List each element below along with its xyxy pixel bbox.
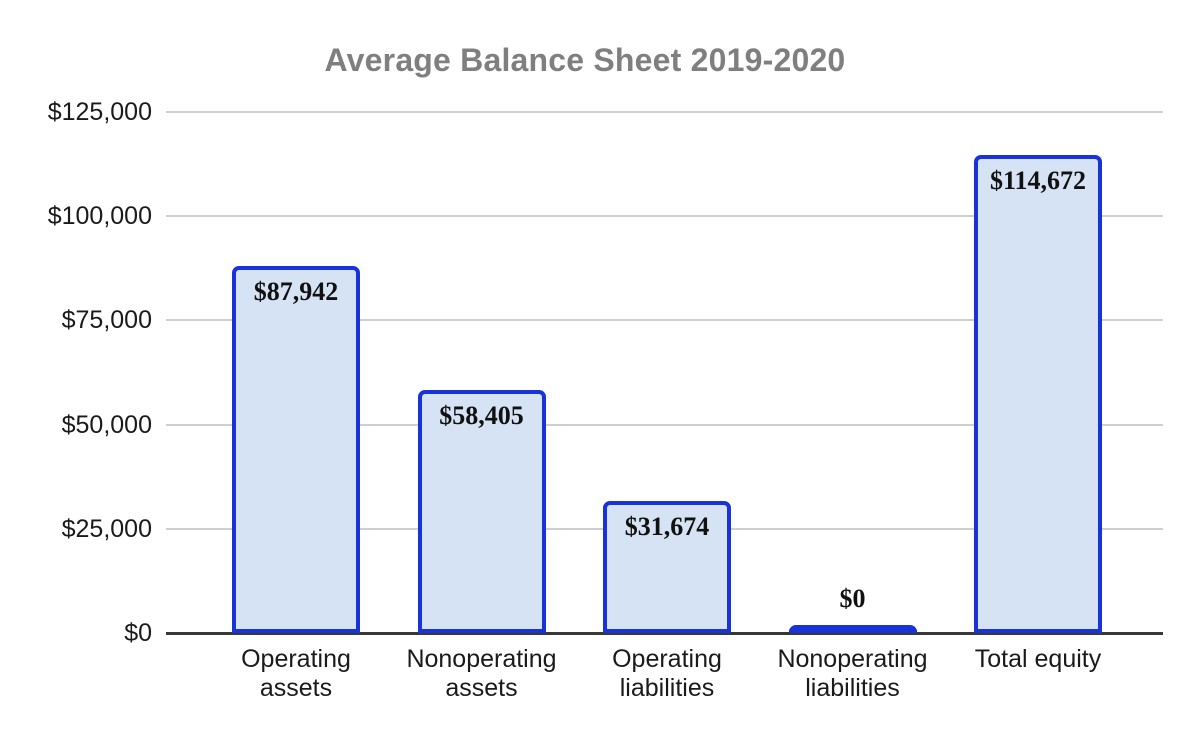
gridline	[166, 423, 1163, 426]
bar-value-label: $114,672	[989, 166, 1087, 196]
bar-operating-assets[interactable]	[232, 266, 360, 633]
y-axis-tick-label: $50,000	[61, 410, 152, 439]
chart-title: Average Balance Sheet 2019-2020	[324, 42, 846, 78]
y-axis-tick-label: $75,000	[61, 306, 152, 335]
bar-operating-liabilities[interactable]	[603, 500, 731, 633]
y-axis-tick-label: $0	[124, 619, 152, 647]
bar-value-label: $31,674	[624, 511, 710, 541]
bar-value-label: $58,405	[439, 400, 524, 430]
y-axis-tick-label: $25,000	[61, 514, 152, 543]
x-axis-category-label: Operating liabilities	[612, 645, 722, 702]
x-axis-category-label: Nonoperating assets	[406, 645, 557, 702]
bar-nonoperating-assets[interactable]	[417, 389, 546, 633]
x-axis-category-label: Total equity	[974, 645, 1102, 673]
x-axis-line	[166, 632, 1163, 635]
gridline	[166, 319, 1163, 322]
y-axis-tick-label: $125,000	[47, 98, 152, 126]
bar-nonoperating-liabilities[interactable]	[788, 625, 917, 633]
bar-value-label: $87,942	[253, 277, 339, 307]
x-axis-category-label: Nonoperating liabilities	[777, 645, 928, 702]
x-axis-category-label: Operating assets	[241, 645, 351, 702]
bar-total-equity[interactable]	[974, 155, 1102, 633]
plot-area: $87,942 $58,405 $31,674 $0 $114,672	[166, 111, 1163, 635]
bar-value-label: $0	[839, 584, 866, 613]
gridline	[166, 111, 1163, 113]
y-axis-tick-label: $100,000	[47, 202, 152, 231]
gridline	[166, 215, 1163, 218]
